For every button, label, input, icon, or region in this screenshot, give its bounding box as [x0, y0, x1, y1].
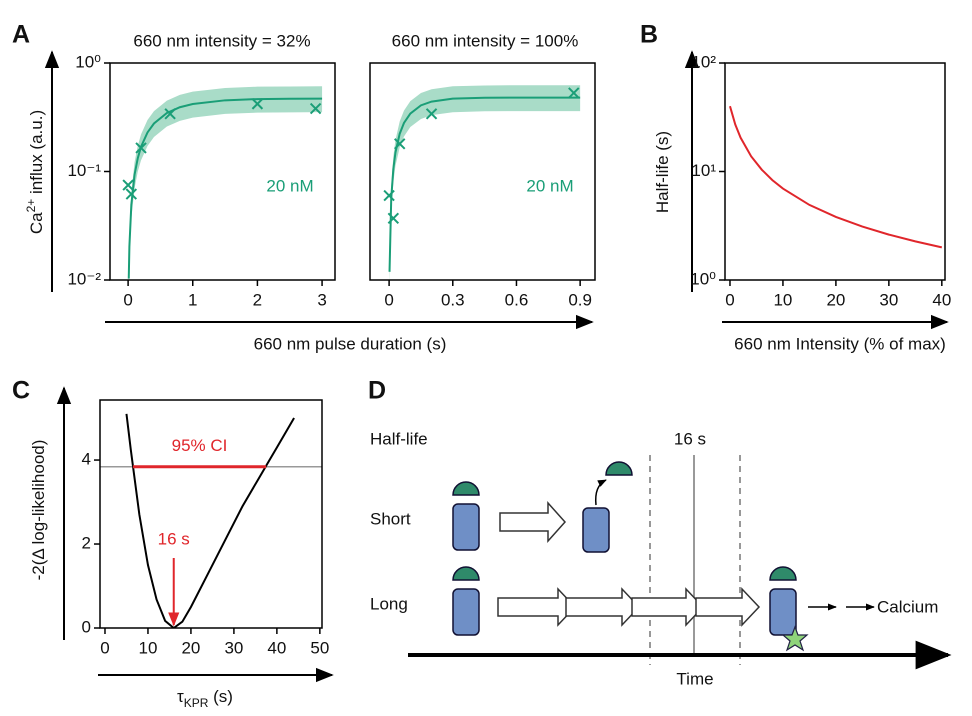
x-tick-label: 40	[267, 638, 286, 657]
label-sub: KPR	[184, 696, 209, 710]
x-tick-label: 10	[773, 290, 792, 309]
y-tick-label: 10⁰	[690, 269, 716, 288]
plot-frame	[724, 62, 946, 281]
label: 16 s	[674, 429, 706, 448]
fit-line	[729, 105, 943, 249]
annotation: 20 nM	[266, 176, 313, 195]
y-axis-label: Ca2+ influx (a.u.)	[24, 110, 46, 234]
label-part: -2(Δ log-likelihood)	[29, 440, 48, 581]
arrow	[497, 587, 577, 627]
x-tick-label: 30	[224, 638, 243, 657]
data-point	[394, 138, 406, 150]
x-axis-label: 660 nm Intensity (% of max)	[734, 334, 946, 353]
data-point	[135, 142, 147, 154]
y-tick-label: 10⁻²	[67, 269, 101, 288]
x-tick-label: 10	[138, 638, 157, 657]
data-point	[309, 102, 322, 115]
label: Short	[370, 509, 411, 528]
x-tick-label: 40	[932, 290, 951, 309]
y-tick-label: 4	[82, 450, 91, 469]
data-point	[387, 212, 400, 225]
y-tick-label: 10¹	[691, 161, 716, 180]
y-axis-label: -2(Δ log-likelihood)	[29, 440, 48, 581]
plot-frame	[369, 62, 596, 281]
plot-area	[729, 105, 943, 249]
data-point	[251, 98, 264, 110]
data-point	[164, 108, 176, 120]
ligand	[452, 481, 480, 496]
arrow	[695, 587, 761, 627]
confidence-band	[389, 85, 581, 280]
x-tick-label: 20	[826, 290, 845, 309]
chart-title: 660 nm intensity = 32%	[133, 31, 310, 50]
chart-title: 660 nm intensity = 100%	[392, 31, 579, 50]
label: Time	[676, 669, 713, 688]
receptor	[452, 588, 480, 636]
x-tick-label: 0	[725, 290, 734, 309]
y-tick-label: 10⁰	[75, 52, 101, 71]
diagram: Half-life 16 s Short Long Time Calcium	[370, 429, 952, 688]
y-tick-label: 10⁻¹	[67, 161, 101, 180]
confidence-band	[128, 86, 323, 280]
label: Half-life	[370, 429, 428, 448]
x-tick-label: 3	[317, 290, 326, 309]
release-arrow	[594, 479, 607, 506]
ligand	[605, 461, 633, 476]
x-tick-label: 0.3	[441, 290, 465, 309]
panel-label: A	[12, 21, 30, 49]
label-part: Ca	[27, 212, 46, 234]
data-point	[383, 189, 395, 202]
data-point	[568, 87, 580, 99]
x-tick-label: 30	[879, 290, 898, 309]
label-part: τ	[177, 687, 184, 706]
annotation: 20 nM	[526, 176, 573, 195]
data-point	[125, 188, 138, 200]
fit-line	[388, 96, 581, 272]
min-label: 16 s	[158, 529, 190, 548]
x-tick-label: 0.6	[505, 290, 529, 309]
receptor	[769, 588, 797, 636]
x-tick-label: 1	[188, 290, 197, 309]
x-tick-label: 0.9	[568, 290, 592, 309]
x-tick-label: 0	[123, 290, 132, 309]
receptor	[452, 503, 480, 551]
label-part: influx (a.u.)	[27, 110, 46, 199]
x-tick-label: 0	[100, 638, 109, 657]
label: Long	[370, 594, 408, 613]
x-tick-label: 20	[181, 638, 200, 657]
receptor	[582, 507, 610, 553]
ligand	[452, 566, 480, 581]
y-tick-label: 10²	[691, 52, 716, 71]
x-axis-label: τKPR (s)	[177, 687, 233, 710]
plot-area	[388, 85, 581, 280]
arrow	[499, 501, 567, 543]
panel-label: D	[368, 377, 386, 405]
label-part: Half-life (s)	[653, 131, 672, 213]
data-point	[122, 179, 134, 191]
label-sup: 2+	[24, 199, 38, 213]
panel-label: B	[640, 21, 658, 49]
y-axis-label: Half-life (s)	[653, 131, 672, 213]
ligand	[769, 566, 797, 581]
x-tick-label: 0	[384, 290, 393, 309]
x-axis-label: 660 nm pulse duration (s)	[254, 334, 447, 353]
arrow	[631, 587, 705, 627]
x-tick-label: 50	[310, 638, 329, 657]
x-tick-label: 2	[253, 290, 262, 309]
ci-label: 95% CI	[172, 436, 228, 455]
arrow	[565, 587, 641, 627]
fit-line	[125, 413, 295, 628]
label-part: (s)	[208, 687, 233, 706]
y-tick-label: 0	[82, 617, 91, 636]
y-tick-label: 2	[82, 534, 91, 553]
star	[781, 625, 809, 652]
panel-label: C	[12, 377, 30, 405]
data-point	[425, 108, 438, 120]
label: Calcium	[877, 597, 938, 616]
plot-frame	[109, 62, 336, 281]
plot-frame	[99, 399, 323, 629]
